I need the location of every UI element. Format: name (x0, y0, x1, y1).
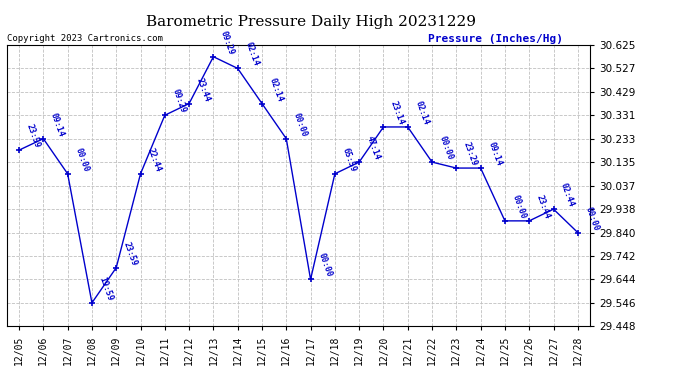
Text: 65:59: 65:59 (340, 147, 357, 173)
Text: 09:29: 09:29 (170, 88, 188, 114)
Text: 09:14: 09:14 (486, 141, 503, 167)
Text: 02:14: 02:14 (413, 100, 431, 126)
Text: 00:00: 00:00 (73, 147, 90, 173)
Text: 00:00: 00:00 (511, 194, 527, 220)
Text: 23:14: 23:14 (389, 100, 406, 126)
Text: 02:14: 02:14 (268, 76, 284, 103)
Text: 00:00: 00:00 (292, 111, 309, 138)
Text: 23:44: 23:44 (195, 76, 212, 103)
Text: 47:14: 47:14 (365, 135, 382, 161)
Text: 19:59: 19:59 (97, 276, 115, 302)
Text: 23:29: 23:29 (462, 141, 479, 167)
Text: 02:44: 02:44 (559, 182, 576, 209)
Text: 00:00: 00:00 (437, 135, 455, 161)
Text: Copyright 2023 Cartronics.com: Copyright 2023 Cartronics.com (7, 34, 163, 43)
Text: 00:00: 00:00 (316, 252, 333, 279)
Text: 23:59: 23:59 (25, 123, 41, 149)
Text: Barometric Pressure Daily High 20231229: Barometric Pressure Daily High 20231229 (146, 15, 475, 29)
Text: 02:14: 02:14 (244, 41, 260, 68)
Text: 23:59: 23:59 (121, 240, 139, 267)
Text: 00:00: 00:00 (583, 205, 600, 232)
Text: 23:44: 23:44 (535, 194, 552, 220)
Text: 09:29: 09:29 (219, 29, 236, 56)
Text: Pressure (Inches/Hg): Pressure (Inches/Hg) (428, 34, 563, 44)
Text: 09:14: 09:14 (49, 111, 66, 138)
Text: 22:44: 22:44 (146, 147, 163, 173)
